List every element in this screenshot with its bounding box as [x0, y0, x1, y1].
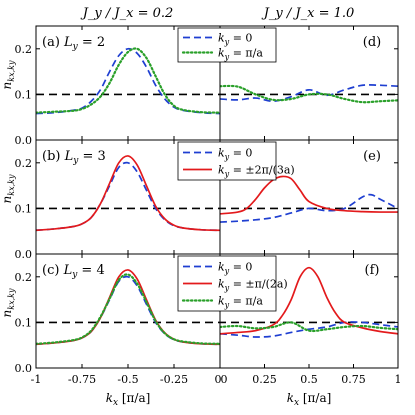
legend-entry: ky = ±π/(2a) [218, 278, 288, 293]
y-axis-label: nkx,ky [0, 288, 16, 317]
column-headers: J_y / J_x = 0.2 J_y / J_x = 1.0 [80, 6, 355, 21]
y-axis-label: nkx,ky [0, 60, 16, 89]
x-axis-label: kx [π/a] [106, 391, 151, 408]
x-tick-label-left: -0.25 [160, 373, 188, 386]
y-tick-label: 0.2 [15, 157, 33, 170]
panel-label-left: (c) Ly = 4 [42, 263, 105, 280]
legend-entry: ky = 0 [218, 147, 252, 162]
x-tick-label-right: 1 [395, 373, 402, 386]
legend-entry: ky = π/a [218, 295, 263, 310]
legend-entry: ky = π/a [218, 47, 263, 62]
panel-row-2: 0.0 0.1 0.2 (b) Ly = 3 (e) ky = 0 ky = ±2π/(3a… [15, 139, 399, 261]
x-tick-label-right: 0.75 [341, 373, 366, 386]
legend-box [177, 27, 277, 63]
x-tick-label-right: 0 [221, 373, 228, 386]
legend-entry: ky = 0 [218, 32, 252, 47]
panel-label-left: (b) Ly = 3 [42, 149, 106, 166]
x-axis-label: kx [π/a] [287, 391, 332, 408]
panel-label-right: (f) [365, 263, 380, 278]
legend-entry: ky = ±2π/(3a) [218, 164, 295, 179]
series-line-right-1 [220, 321, 398, 338]
y-tick-label: 0.1 [15, 316, 33, 329]
panel-label-left: (a) Ly = 2 [42, 35, 105, 52]
panel-frame [35, 253, 399, 369]
axis-labels: -1 -0.75 -0.5 -0.25 0 0 0.25 0.5 0.75 1 kx [π/a] kx… [0, 60, 402, 408]
panel-label-right: (e) [363, 149, 381, 164]
series-line-right-2 [220, 84, 398, 104]
y-tick-label: 0.2 [15, 271, 33, 284]
y-axis-label: nkx,ky [0, 174, 16, 203]
y-tick-label: 0.0 [15, 362, 33, 375]
column-header-right: J_y / J_x = 1.0 [261, 6, 355, 21]
series-line-left-3 [36, 273, 220, 345]
x-tick-label-left: 0 [215, 373, 222, 386]
column-header-left: J_y / J_x = 0.2 [80, 6, 174, 21]
y-tick-label: 0.1 [15, 202, 33, 215]
panel-row-3: 0.0 0.1 0.2 (c) Ly = 4 (f) ky = 0 ky = ±π/(2a)… [15, 253, 399, 375]
y-tick-label: 0.1 [15, 88, 33, 101]
series-line-right-3 [220, 321, 398, 333]
series-line-right-1 [220, 84, 398, 103]
x-tick-label-left: -0.75 [68, 373, 96, 386]
x-tick-label-right: 0.5 [300, 373, 318, 386]
series-line-left-2 [36, 155, 220, 232]
x-tick-label-left: -0.5 [117, 373, 138, 386]
panel-label-right: (d) [363, 35, 381, 50]
series-line-left-2 [36, 47, 220, 114]
y-tick-label: 0.0 [15, 134, 33, 147]
panel-row-1: 0.0 0.1 0.2 (a) Ly = 2 (d) ky = 0ky = π/a [15, 25, 399, 147]
legend-entry: ky = 0 [218, 261, 252, 276]
legend-box [177, 141, 277, 181]
y-tick-label: 0.0 [15, 248, 33, 261]
y-tick-label: 0.2 [15, 43, 33, 56]
x-tick-label-left: -1 [31, 373, 42, 386]
series-line-right-1 [220, 193, 398, 223]
series-line-right-2 [220, 175, 398, 215]
panels: 0.00.10.2 (a) Ly = 2 (d)ky = 0ky = π/a0.00… [15, 25, 399, 375]
x-tick-label-right: 0.25 [252, 373, 277, 386]
